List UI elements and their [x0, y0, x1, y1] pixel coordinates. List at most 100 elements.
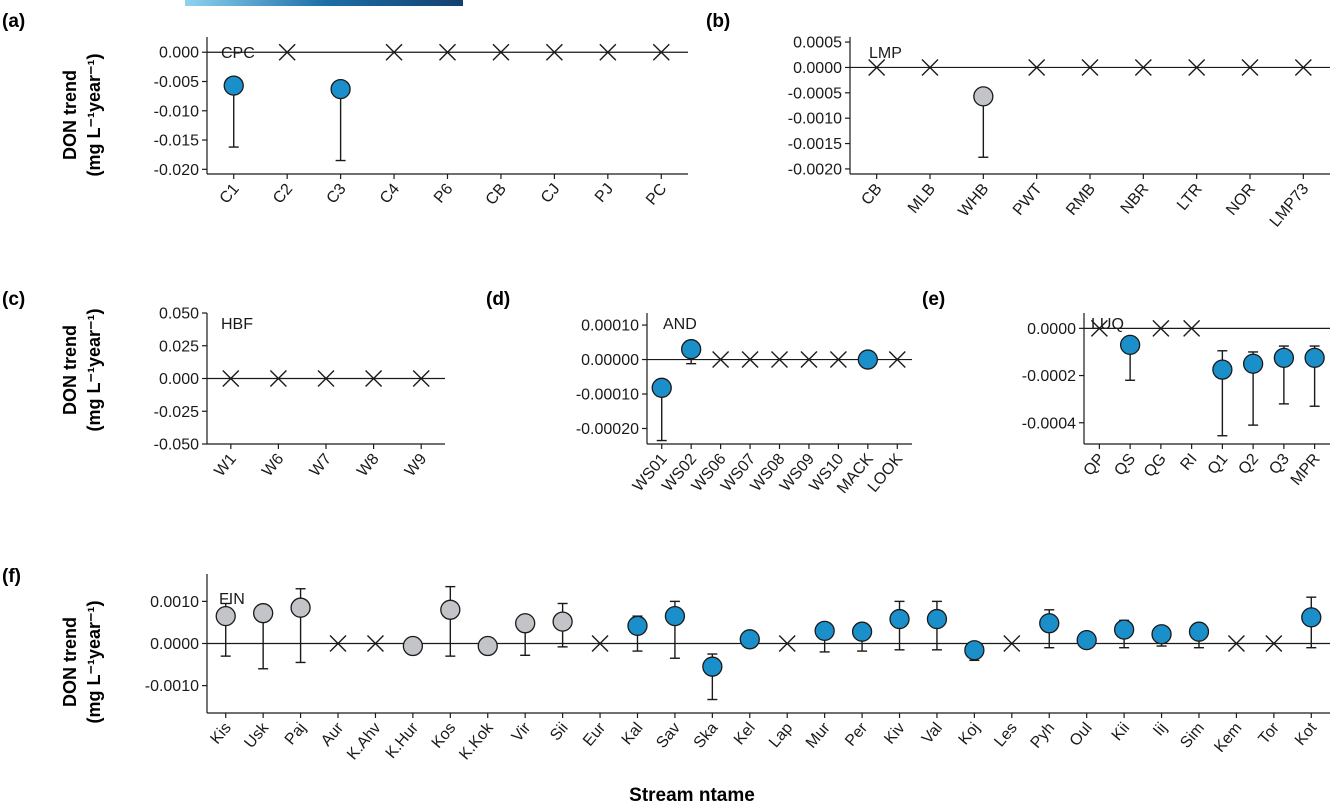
zero-trend-marker — [800, 351, 818, 369]
zero-trend-marker — [222, 370, 240, 387]
zero-trend-marker — [599, 43, 617, 61]
zero-trend-marker — [329, 635, 347, 652]
significant-trend-point — [651, 377, 672, 398]
data-point-WS08 — [771, 351, 788, 369]
y-tick-label: 0.000 — [159, 45, 199, 62]
data-point-Oul — [1076, 629, 1097, 651]
y-tick-label: -0.0002 — [1022, 368, 1076, 385]
x-tick-label: Usk — [241, 719, 272, 752]
data-point-RMB — [1081, 58, 1099, 76]
site-label: HBF — [221, 316, 253, 333]
data-point-Les — [1003, 635, 1021, 652]
data-point-Paj — [290, 588, 311, 664]
data-point-CJ — [545, 43, 563, 61]
significant-trend-point — [330, 78, 351, 100]
significant-trend-point — [664, 605, 686, 627]
data-point-LMP73 — [1294, 58, 1312, 76]
x-tick-label: Vir — [509, 719, 535, 745]
significant-trend-point — [1212, 359, 1233, 380]
data-point-PWT — [1028, 58, 1046, 76]
y-axis-title-line1: DON trend — [60, 70, 80, 160]
zero-trend-marker — [1294, 58, 1312, 76]
significant-trend-point — [1119, 334, 1141, 356]
x-tick-label: Kii — [1109, 720, 1133, 745]
x-axis-title: Stream ntame — [629, 785, 755, 806]
significant-trend-point — [627, 615, 648, 636]
x-tick-label: Ska — [691, 720, 722, 752]
x-tick-label: CB — [858, 181, 885, 209]
data-point-Usk — [252, 603, 274, 670]
data-point-Koj — [964, 640, 985, 662]
data-point-WS07 — [741, 351, 759, 369]
y-tick-label: -0.050 — [154, 437, 199, 454]
significant-trend-point — [1151, 624, 1172, 645]
panel-letter: (b) — [706, 11, 730, 32]
zero-trend-marker — [1134, 58, 1152, 76]
data-point-Sii — [552, 602, 573, 648]
data-point-W6 — [269, 370, 287, 387]
y-axis-title-line2: (mg L⁻¹year⁻¹) — [84, 600, 104, 723]
data-point-C2 — [278, 43, 296, 61]
nonsignificant-trend-point — [215, 605, 236, 627]
data-point-WS02 — [681, 339, 702, 365]
zero-trend-marker — [1183, 319, 1201, 337]
data-point-NBR — [1134, 58, 1152, 76]
nonsignificant-trend-point — [515, 613, 536, 634]
y-tick-label: 0.025 — [159, 338, 199, 355]
y-tick-label: -0.005 — [154, 74, 199, 91]
data-point-K.Hur — [402, 635, 424, 657]
x-tick-label: Kis — [207, 720, 234, 748]
nonsignificant-trend-point — [552, 611, 573, 632]
data-point-K.Ahv — [366, 635, 384, 652]
x-tick-label: MPR — [1288, 451, 1324, 489]
x-tick-label: Lap — [766, 720, 796, 751]
x-tick-label: Paj — [282, 720, 310, 749]
y-tick-label: -0.015 — [154, 133, 199, 150]
x-tick-label: Q3 — [1266, 451, 1293, 478]
x-tick-label: NBR — [1118, 181, 1153, 218]
data-point-W7 — [317, 370, 335, 387]
y-tick-label: -0.0015 — [788, 136, 842, 153]
x-tick-label: Aur — [318, 719, 347, 750]
y-tick-label: -0.00010 — [576, 387, 639, 404]
site-label: FIN — [219, 591, 245, 608]
significant-trend-point — [702, 656, 723, 677]
x-tick-label: Q2 — [1235, 451, 1262, 478]
y-tick-label: -0.0005 — [788, 85, 842, 102]
x-tick-label: Les — [991, 720, 1021, 751]
zero-trend-marker — [1241, 58, 1259, 76]
x-tick-label: LTR — [1174, 181, 1206, 214]
data-point-LTR — [1188, 58, 1206, 76]
data-point-W1 — [222, 370, 240, 387]
y-tick-label: 0.00000 — [581, 352, 639, 369]
x-tick-label: Sii — [547, 720, 571, 745]
data-point-Mur — [814, 620, 835, 653]
y-axis-title-row1: DON trend (mg L⁻¹year⁻¹) — [60, 53, 104, 176]
x-tick-label: NOR — [1223, 181, 1259, 219]
y-axis-title-row2: DON trend (mg L⁻¹year⁻¹) — [60, 308, 104, 431]
data-point-Per — [851, 621, 873, 652]
data-point-RI — [1183, 319, 1201, 337]
zero-trend-marker — [1188, 58, 1206, 76]
zero-trend-marker — [778, 635, 796, 652]
data-point-Ska — [702, 653, 723, 701]
x-tick-label: C2 — [270, 181, 296, 208]
zero-trend-marker — [412, 370, 430, 387]
zero-trend-marker — [385, 43, 403, 61]
x-tick-label: Kiv — [881, 720, 908, 748]
x-tick-label: Kos — [429, 720, 460, 752]
significant-trend-point — [964, 640, 985, 661]
x-tick-label: Eur — [580, 719, 609, 750]
y-tick-label: 0.000 — [159, 371, 199, 388]
x-tick-label: Per — [842, 719, 871, 750]
x-tick-label: RMB — [1063, 181, 1099, 219]
x-tick-label: Oul — [1067, 720, 1096, 750]
data-point-MLB — [921, 58, 939, 76]
panels: (a) CPC 0.000 -0.005 -0.010 -0.015 -0.020 C1 C2 C… — [2, 11, 1330, 763]
zero-trend-marker — [888, 351, 906, 369]
data-point-Kot — [1301, 596, 1322, 649]
x-tick-label: Q1 — [1205, 451, 1232, 478]
x-tick-label: W8 — [354, 451, 383, 480]
x-tick-label: PWT — [1010, 180, 1046, 218]
